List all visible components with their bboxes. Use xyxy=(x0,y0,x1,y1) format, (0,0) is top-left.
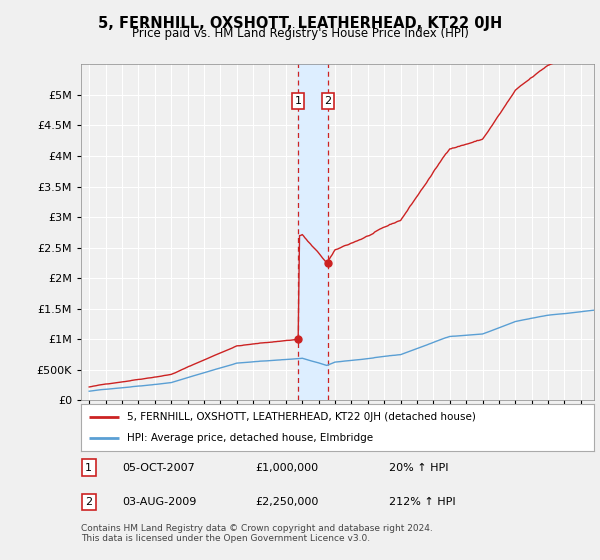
Text: 03-AUG-2009: 03-AUG-2009 xyxy=(122,497,196,507)
Text: £1,000,000: £1,000,000 xyxy=(256,463,319,473)
Text: HPI: Average price, detached house, Elmbridge: HPI: Average price, detached house, Elmb… xyxy=(127,433,373,444)
Text: 20% ↑ HPI: 20% ↑ HPI xyxy=(389,463,448,473)
Text: £2,250,000: £2,250,000 xyxy=(256,497,319,507)
Text: 2: 2 xyxy=(325,96,332,106)
Text: 1: 1 xyxy=(295,96,302,106)
Text: 5, FERNHILL, OXSHOTT, LEATHERHEAD, KT22 0JH (detached house): 5, FERNHILL, OXSHOTT, LEATHERHEAD, KT22 … xyxy=(127,412,476,422)
Text: Price paid vs. HM Land Registry's House Price Index (HPI): Price paid vs. HM Land Registry's House … xyxy=(131,27,469,40)
Text: 5, FERNHILL, OXSHOTT, LEATHERHEAD, KT22 0JH: 5, FERNHILL, OXSHOTT, LEATHERHEAD, KT22 … xyxy=(98,16,502,31)
Text: 05-OCT-2007: 05-OCT-2007 xyxy=(122,463,195,473)
Bar xyxy=(298,64,328,400)
Text: 212% ↑ HPI: 212% ↑ HPI xyxy=(389,497,455,507)
Text: Contains HM Land Registry data © Crown copyright and database right 2024.
This d: Contains HM Land Registry data © Crown c… xyxy=(81,524,433,543)
Text: 2: 2 xyxy=(85,497,92,507)
Text: 1: 1 xyxy=(85,463,92,473)
